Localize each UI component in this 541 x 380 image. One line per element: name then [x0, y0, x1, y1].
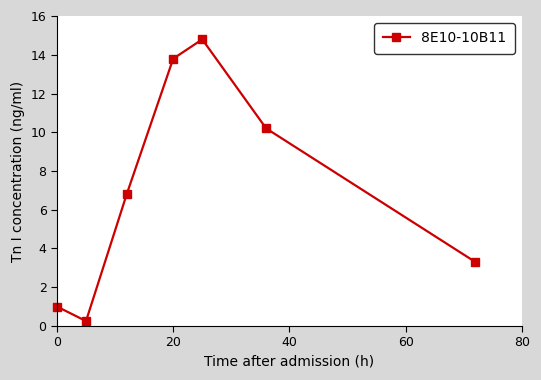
8E10-10B11: [170, 56, 176, 61]
8E10-10B11: [54, 304, 60, 309]
8E10-10B11: [472, 260, 479, 264]
8E10-10B11: [123, 192, 130, 196]
Legend: 8E10-10B11: 8E10-10B11: [374, 23, 515, 54]
8E10-10B11: [83, 319, 89, 323]
Line: 8E10-10B11: 8E10-10B11: [53, 35, 479, 325]
8E10-10B11: [263, 126, 269, 131]
Y-axis label: Tn I concentration (ng/ml): Tn I concentration (ng/ml): [11, 81, 25, 261]
8E10-10B11: [199, 37, 206, 42]
X-axis label: Time after admission (h): Time after admission (h): [204, 355, 374, 369]
